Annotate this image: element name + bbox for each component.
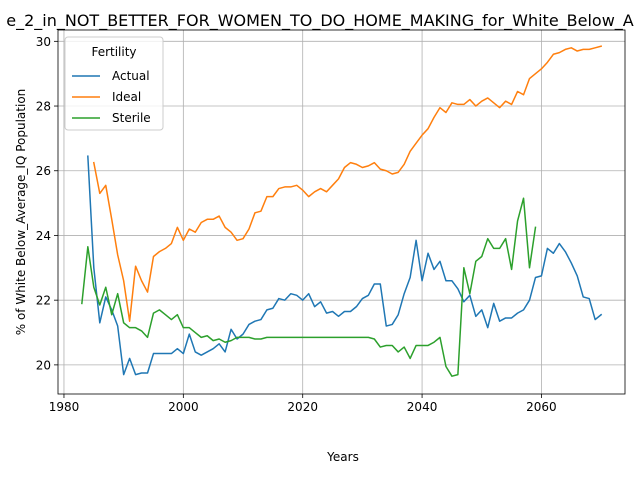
x-tick-label: 2060: [526, 400, 557, 414]
y-tick-label: 26: [36, 164, 51, 178]
legend-title: Fertility: [91, 45, 136, 59]
legend-label-ideal: Ideal: [112, 90, 141, 104]
legend: Fertility Actual Ideal Sterile: [64, 36, 164, 131]
grid-lines: [58, 30, 625, 394]
x-tick-label: 1980: [49, 400, 80, 414]
legend-label-sterile: Sterile: [112, 111, 151, 125]
y-axis-label: % of White Below_Average_IQ Population: [14, 89, 28, 336]
series-line-actual: [87, 155, 603, 376]
y-tick-label: 20: [36, 358, 51, 372]
x-tick-label: 2020: [287, 400, 318, 414]
legend-label-actual: Actual: [112, 69, 150, 83]
axis-ticks: 1980 2000 2020 2040 2060 20 22 24 26 28 30: [36, 35, 557, 414]
x-tick-label: 2040: [407, 400, 438, 414]
plot-area-frame: [57, 29, 626, 395]
series-line-sterile: [81, 197, 537, 377]
y-tick-label: 28: [36, 100, 51, 114]
series-line-ideal: [92, 45, 603, 322]
y-tick-label: 22: [36, 294, 51, 308]
legend-box: [64, 36, 164, 131]
y-tick-label: 30: [36, 35, 51, 49]
y-tick-label: 24: [36, 229, 51, 243]
x-axis-label: Years: [326, 450, 359, 464]
chart-title: e_2_in_NOT_BETTER_FOR_WOMEN_TO_DO_HOME_M…: [6, 11, 634, 31]
x-tick-label: 2000: [168, 400, 199, 414]
series-lines: [81, 45, 603, 377]
